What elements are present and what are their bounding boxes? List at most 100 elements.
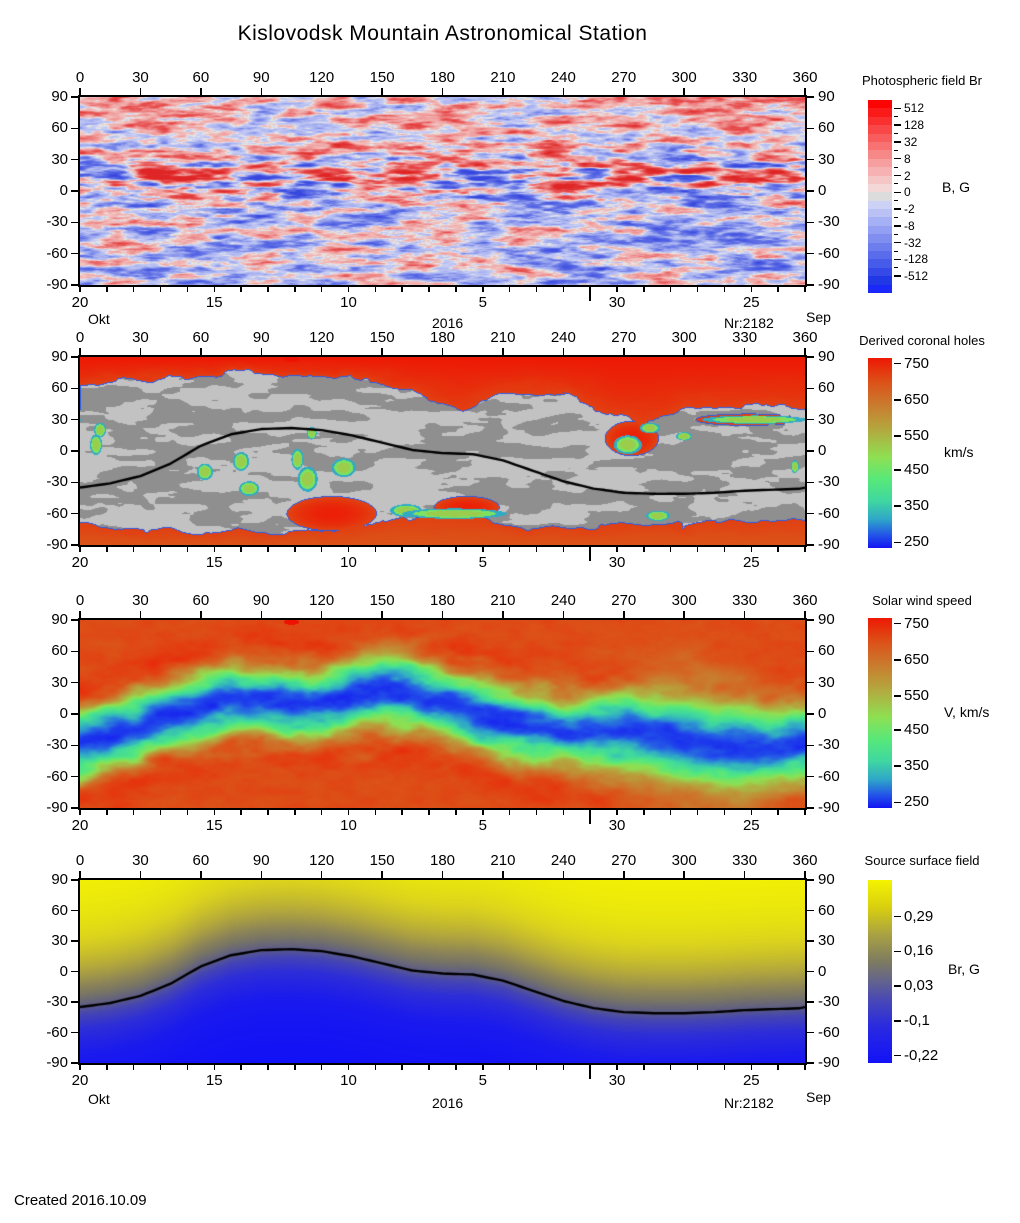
lat-axis-tick-left <box>71 775 78 778</box>
day-axis-tick-label: 5 <box>478 294 487 311</box>
colorbar-tick <box>894 1020 901 1022</box>
day-axis-tick <box>750 1065 753 1070</box>
lon-axis-tick <box>139 611 142 618</box>
lat-axis-tick-label-left: 0 <box>59 442 68 459</box>
lon-axis-tick <box>79 348 81 355</box>
lat-axis-tick-right <box>807 221 814 224</box>
lon-axis-tick <box>683 88 685 95</box>
lat-axis-tick-label-right: 90 <box>818 348 835 365</box>
lat-axis-tick-left <box>71 650 78 653</box>
colorbar-tick-label: 550 <box>904 686 930 704</box>
lat-axis-tick-left <box>71 619 78 621</box>
lat-axis-tick-label-right: 60 <box>818 901 835 919</box>
unit-label-b-g: B, G <box>942 179 971 195</box>
lat-axis-tick-right <box>807 252 814 255</box>
day-axis-tick <box>213 287 215 292</box>
lon-axis-tick-label: 90 <box>252 852 270 869</box>
lat-axis-tick-label-right: 0 <box>818 705 827 722</box>
lon-axis-tick <box>804 871 806 878</box>
day-axis-tick <box>267 547 269 552</box>
lon-axis-tick-label: 270 <box>611 69 637 86</box>
colorbar-block <box>868 200 892 210</box>
lon-axis-tick-label: 330 <box>732 69 758 86</box>
colorbar-tick <box>894 174 901 177</box>
day-axis-tick <box>508 547 511 552</box>
day-axis-tick <box>777 810 779 815</box>
day-axis-tick-label: 10 <box>340 1072 357 1089</box>
lon-axis-tick-label: 60 <box>192 69 210 86</box>
lon-axis-tick-label: 210 <box>490 329 516 346</box>
day-axis-tick <box>804 547 806 552</box>
lat-axis-tick-left <box>71 940 78 942</box>
lat-axis-tick-label-right: 90 <box>818 611 835 628</box>
day-axis-tick <box>186 810 189 815</box>
day-axis-tick <box>320 287 323 292</box>
day-axis-tick <box>723 810 726 815</box>
day-axis-tick <box>804 810 806 815</box>
lon-axis-tick <box>683 611 685 618</box>
colorbar-tick-label: 8 <box>904 151 911 166</box>
lat-axis-tick-right <box>807 450 814 452</box>
day-axis-tick <box>535 810 538 815</box>
day-axis-tick <box>428 287 430 292</box>
created-timestamp: Created 2016.10.09 <box>14 1192 147 1209</box>
day-axis-tick <box>159 810 162 815</box>
lat-axis-tick-left <box>71 284 78 286</box>
lon-axis-tick <box>562 348 565 355</box>
lat-axis-tick-left <box>71 387 78 390</box>
lat-axis-tick-label-right: 60 <box>818 642 835 660</box>
lon-axis-tick <box>79 871 81 878</box>
lat-axis-tick-label-left: -60 <box>46 767 68 785</box>
lat-axis-tick-label-right: 0 <box>818 182 827 199</box>
colorbar-title-photospheric: Photospheric field Br <box>862 73 982 88</box>
lon-axis-tick <box>502 348 504 355</box>
lon-axis-tick <box>320 611 323 618</box>
year-label: 2016 <box>432 1095 464 1111</box>
day-axis-tick <box>159 287 162 292</box>
rotation-number: Nr:2182 <box>724 315 774 331</box>
lon-axis-tick-label: 30 <box>132 329 149 346</box>
solar-wind-speed-heatmap <box>80 620 805 808</box>
lat-axis-tick-label-left: 0 <box>59 705 68 722</box>
lat-axis-tick-right <box>807 807 814 809</box>
lon-axis-tick-label: 180 <box>429 592 456 609</box>
day-axis-tick <box>159 1065 162 1070</box>
day-axis-tick <box>106 287 108 292</box>
lon-axis-tick-label: 240 <box>550 69 576 86</box>
day-axis-tick <box>669 547 672 552</box>
colorbar-tick-label: 750 <box>904 354 930 372</box>
colorbar-block <box>868 284 892 294</box>
lon-axis-tick-label: 300 <box>671 329 697 346</box>
lat-axis-tick-left <box>71 879 78 881</box>
lat-axis-tick-left <box>71 713 78 715</box>
lon-axis-tick-label: 120 <box>309 329 335 346</box>
day-axis-tick <box>428 1065 430 1070</box>
day-axis-tick-label: 10 <box>340 817 357 834</box>
lat-axis-tick-right <box>807 650 814 653</box>
lon-axis-tick-label: 0 <box>75 592 85 609</box>
colorbar-tick <box>894 258 901 261</box>
day-axis-tick <box>616 547 618 552</box>
lon-axis-tick <box>441 871 444 878</box>
colorbar-tick <box>894 622 901 625</box>
lon-axis-tick <box>441 611 444 618</box>
colorbar-block <box>868 133 892 143</box>
year-label: 2016 <box>432 315 464 331</box>
lat-axis-tick-left <box>71 807 78 809</box>
day-axis-tick-label: 10 <box>340 294 357 311</box>
lon-axis-tick <box>381 611 383 618</box>
day-axis-tick <box>374 547 377 552</box>
lat-axis-tick-label-left: -90 <box>46 1054 68 1071</box>
day-axis-tick <box>508 287 511 292</box>
lat-axis-tick-left <box>71 909 78 912</box>
colorbar-tick-label: -512 <box>904 269 929 284</box>
colorbar-tick-label: 32 <box>904 134 918 149</box>
lon-axis-tick <box>79 611 81 618</box>
day-axis-tick <box>294 287 296 292</box>
day-axis-tick-label: 15 <box>205 817 223 834</box>
day-axis-tick <box>106 547 108 552</box>
lon-axis-tick <box>441 348 444 355</box>
lon-axis-tick-label: 0 <box>75 69 85 86</box>
day-axis-tick <box>696 547 699 552</box>
lat-axis-tick-label-left: -60 <box>46 504 68 522</box>
